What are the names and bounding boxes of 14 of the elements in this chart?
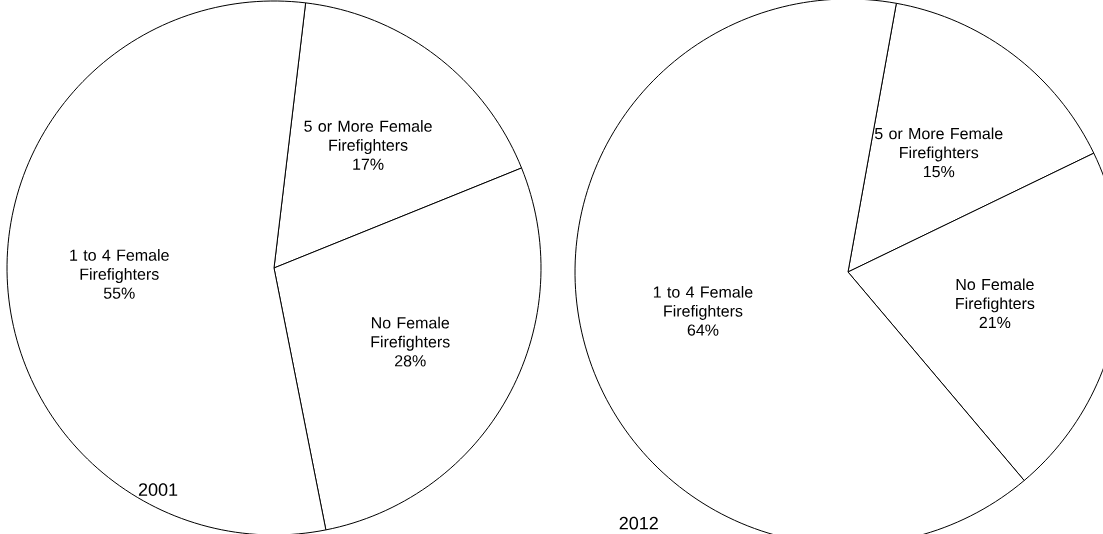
data-label: 64% bbox=[687, 324, 719, 336]
slice-label: 1 to 4 Female Firefighters bbox=[70, 249, 169, 283]
slice-label: No Female Firefighters bbox=[956, 278, 1035, 313]
slice-label: 5 or More Female Firefighters bbox=[874, 127, 1003, 162]
data-label: 55% bbox=[103, 287, 135, 299]
text: 2001 bbox=[138, 483, 178, 496]
text: 2012 bbox=[619, 516, 658, 530]
data-label: 15% bbox=[923, 166, 955, 178]
data-label: 28% bbox=[395, 355, 426, 367]
data-label: 21% bbox=[979, 316, 1011, 329]
slice-label: 5 or More Female Firefighters bbox=[304, 120, 432, 155]
slice-label: 1 to 4 Female Firefighters bbox=[653, 285, 753, 320]
slice-label: No Female Firefighters bbox=[371, 316, 450, 351]
data-label: 17% bbox=[353, 158, 384, 170]
